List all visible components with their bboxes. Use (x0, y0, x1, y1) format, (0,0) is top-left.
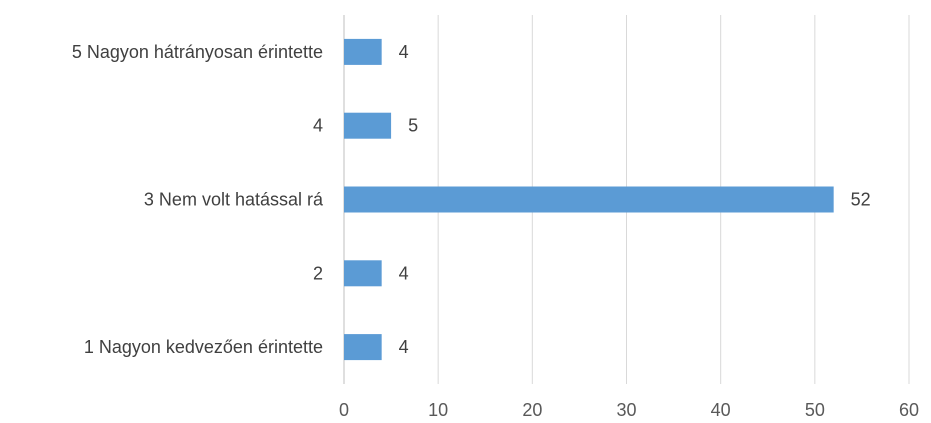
x-tick-label: 50 (805, 400, 825, 420)
x-tick-label: 10 (428, 400, 448, 420)
bar (344, 334, 382, 361)
category-label: 1 Nagyon kedvezően érintette (84, 337, 323, 357)
category-label: 3 Nem volt hatással rá (144, 190, 324, 210)
data-label: 52 (851, 190, 871, 210)
bars (344, 38, 834, 361)
bar (344, 38, 382, 65)
x-axis-tick-labels: 0 10 20 30 40 50 60 (339, 400, 919, 420)
data-label: 4 (399, 42, 409, 62)
category-label: 5 Nagyon hátrányosan érintette (72, 42, 323, 62)
bar (344, 186, 834, 213)
x-tick-label: 60 (899, 400, 919, 420)
x-tick-label: 30 (616, 400, 636, 420)
data-label: 5 (408, 116, 418, 136)
bar (344, 260, 382, 287)
data-label: 4 (399, 337, 409, 357)
x-tick-label: 40 (711, 400, 731, 420)
category-label: 4 (313, 116, 323, 136)
x-tick-label: 0 (339, 400, 349, 420)
data-labels: 4 5 52 4 4 (399, 42, 871, 357)
category-labels: 5 Nagyon hátrányosan érintette 4 3 Nem vol… (72, 42, 324, 357)
bar (344, 112, 392, 139)
category-label: 2 (313, 263, 323, 283)
data-label: 4 (399, 263, 409, 283)
x-tick-label: 20 (522, 400, 542, 420)
